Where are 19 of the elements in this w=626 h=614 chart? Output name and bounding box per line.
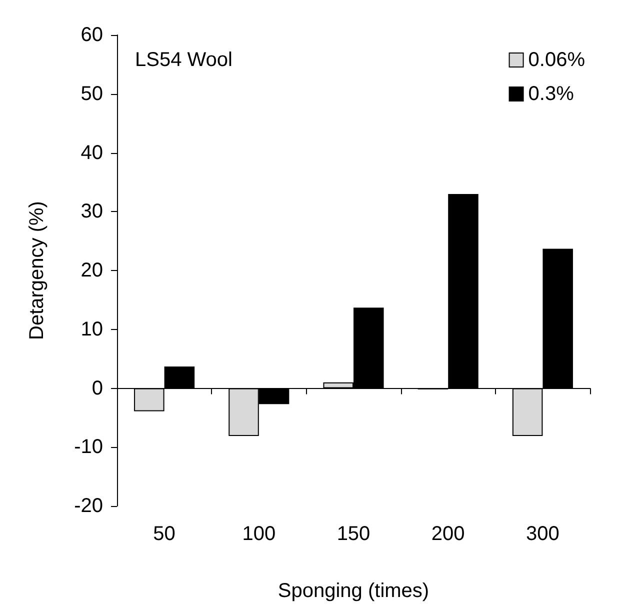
legend-label: 0.06% (528, 49, 586, 71)
y-tick-label: 30 (80, 200, 103, 223)
y-tick-label: 0 (92, 377, 103, 400)
x-tick-label: 50 (153, 523, 176, 545)
x-tick-label: 300 (526, 523, 560, 545)
y-tick-label: 40 (80, 142, 103, 164)
y-tick-label: 20 (80, 260, 103, 282)
y-tick-label: -20 (74, 495, 103, 517)
y-tick-label: 10 (80, 318, 103, 340)
annotation: LS54 Wool (135, 49, 232, 71)
legend-label: 0.3% (528, 83, 574, 105)
y-axis-title: Detargency (%) (26, 201, 48, 340)
y-tick-label: -10 (74, 436, 103, 458)
x-axis-title: Sponging (times) (278, 580, 430, 602)
x-tick-label: 150 (336, 523, 370, 545)
x-tick-label: 100 (242, 523, 276, 545)
y-tick-label: 50 (80, 82, 103, 105)
y-tick-label: 60 (80, 24, 103, 46)
x-tick-label: 200 (431, 523, 465, 545)
